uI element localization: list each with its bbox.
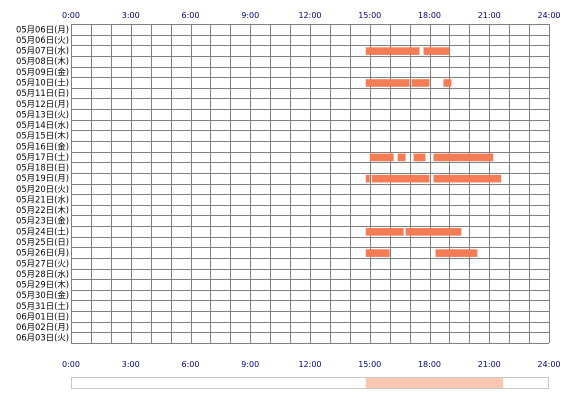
- activity-bar: [435, 249, 478, 257]
- chart-grid: [71, 24, 550, 344]
- bottom-tick-label: 0:00: [62, 360, 80, 369]
- activity-bar: [397, 153, 406, 162]
- row-label: 05月06日(月): [16, 24, 69, 34]
- row-label: 05月09日(金): [16, 67, 69, 77]
- row-label: 05月28日(水): [16, 269, 69, 279]
- top-tick-label: 9:00: [241, 11, 259, 20]
- row-label: 05月25日(日): [16, 237, 69, 247]
- activity-bar: [369, 153, 394, 162]
- activity-bar: [365, 174, 370, 183]
- summary-bar: [71, 377, 549, 389]
- row-label: 05月07日(水): [16, 46, 69, 56]
- top-tick-label: 0:00: [62, 11, 80, 20]
- chart-bars: [365, 47, 502, 257]
- activity-bar: [411, 79, 430, 87]
- bottom-tick-label: 18:00: [418, 360, 441, 369]
- bottom-axis-ticks: 0:00 3:00 6:00 9:00 12:00 15:00 18:00 21:00 24:0…: [62, 360, 561, 369]
- row-labels: 05月06日(月)05月06日(火)05月07日(水)05月08日(木)05月0…: [16, 24, 69, 342]
- activity-bar: [365, 249, 390, 257]
- bottom-tick-label: 3:00: [122, 360, 140, 369]
- top-tick-label: 3:00: [122, 11, 140, 20]
- activity-bar: [443, 79, 452, 87]
- summary-track: [71, 377, 549, 389]
- bottom-tick-label: 21:00: [478, 360, 501, 369]
- row-label: 05月21日(水): [16, 194, 69, 204]
- top-tick-label: 18:00: [418, 11, 441, 20]
- activity-bar: [365, 47, 420, 55]
- row-label: 05月31日(土): [16, 301, 69, 311]
- activity-bar: [433, 153, 494, 162]
- row-label: 05月13日(火): [16, 109, 69, 119]
- row-label: 05月16日(金): [16, 141, 69, 151]
- row-label: 05月19日(月): [16, 173, 69, 183]
- bottom-tick-label: 9:00: [241, 360, 259, 369]
- row-label: 05月06日(火): [16, 35, 69, 45]
- row-label: 05月14日(水): [16, 120, 69, 130]
- activity-bar: [365, 228, 404, 236]
- row-label: 05月20日(火): [16, 184, 69, 194]
- activity-bar: [405, 228, 462, 236]
- bottom-tick-label: 12:00: [298, 360, 321, 369]
- row-label: 05月18日(日): [16, 163, 69, 173]
- row-label: 05月11日(日): [16, 88, 69, 98]
- row-label: 05月10日(土): [16, 77, 69, 87]
- row-label: 05月26日(月): [16, 248, 69, 258]
- top-tick-label: 24:00: [537, 11, 560, 20]
- row-label: 05月22日(木): [16, 205, 69, 215]
- activity-bar: [413, 153, 426, 162]
- top-tick-label: 15:00: [358, 11, 381, 20]
- row-label: 05月17日(土): [16, 152, 69, 162]
- row-label: 05月12日(月): [16, 99, 69, 109]
- activity-bar: [423, 47, 450, 55]
- row-label: 05月15日(木): [16, 131, 69, 141]
- row-label: 05月27日(火): [16, 258, 69, 268]
- bottom-tick-label: 15:00: [358, 360, 381, 369]
- summary-fill: [365, 378, 504, 388]
- row-label: 05月29日(木): [16, 280, 69, 290]
- row-label: 05月24日(土): [16, 226, 69, 236]
- activity-bar: [433, 174, 502, 183]
- row-label: 05月08日(木): [16, 56, 69, 66]
- activity-bar: [365, 79, 410, 87]
- row-label: 05月23日(金): [16, 216, 69, 226]
- top-axis-ticks: 0:00 3:00 6:00 9:00 12:00 15:00 18:00 21:00 24:0…: [62, 11, 561, 20]
- top-tick-label: 12:00: [298, 11, 321, 20]
- top-tick-label: 21:00: [478, 11, 501, 20]
- row-label: 06月02日(月): [16, 322, 69, 332]
- bottom-tick-label: 6:00: [182, 360, 200, 369]
- row-label: 06月01日(日): [16, 311, 69, 321]
- row-label: 06月03日(火): [16, 333, 69, 343]
- bottom-tick-label: 24:00: [537, 360, 560, 369]
- activity-bar: [371, 174, 430, 183]
- top-tick-label: 6:00: [182, 11, 200, 20]
- row-label: 05月30日(金): [16, 290, 69, 300]
